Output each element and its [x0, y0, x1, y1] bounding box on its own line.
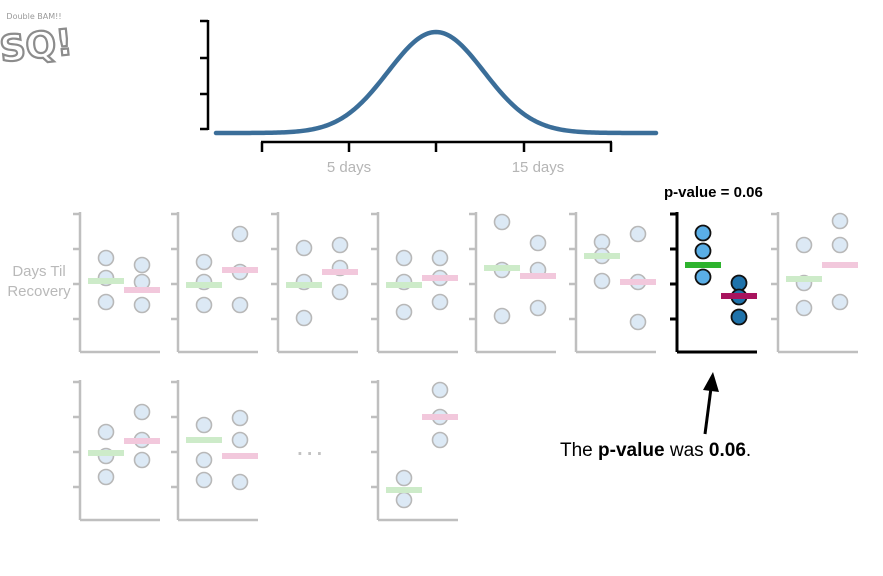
experiment-plot	[73, 380, 160, 522]
group2-data-point	[629, 225, 647, 243]
group2-data-point	[629, 313, 647, 331]
experiment-plot	[371, 212, 458, 354]
y-axis-label: Days Til Recovery	[0, 262, 78, 302]
p-value-caption: The p-value was 0.06.	[560, 440, 751, 462]
group2-data-point	[331, 283, 349, 301]
experiment-plot	[271, 212, 358, 354]
experiment-plot	[771, 212, 858, 354]
group1-data-point	[593, 272, 611, 290]
group2-data-point	[133, 451, 151, 469]
caption-middle: was	[664, 440, 709, 461]
group1-data-point	[195, 416, 213, 434]
group1-data-point	[493, 307, 511, 325]
group1-data-point	[395, 469, 413, 487]
group1-data-point	[694, 268, 712, 286]
logo-main-text: SQ!	[0, 22, 75, 70]
group1-data-point	[395, 249, 413, 267]
group1-data-point	[795, 236, 813, 254]
group2-data-point	[231, 296, 249, 314]
group2-data-point	[231, 431, 249, 449]
distribution-panel: 5 days 15 days	[200, 19, 659, 176]
experiment-plot	[469, 212, 556, 354]
group2-data-point	[431, 249, 449, 267]
group2-data-point	[529, 234, 547, 252]
group1-data-point	[295, 309, 313, 327]
group1-data-point	[195, 451, 213, 469]
experiment-plots	[73, 212, 858, 522]
group2-data-point	[730, 308, 748, 326]
group1-data-point	[395, 303, 413, 321]
group2-data-point	[133, 256, 151, 274]
caption-bold-value: 0.06	[708, 440, 746, 461]
arrow-head	[703, 372, 719, 392]
group2-data-point	[431, 293, 449, 311]
group2-data-point	[529, 299, 547, 317]
group2-data-point	[133, 403, 151, 421]
experiment-plot	[171, 380, 258, 522]
group2-data-point	[331, 236, 349, 254]
group1-data-point	[97, 249, 115, 267]
caption-bold-p-value: p-value	[598, 440, 665, 461]
group1-data-point	[694, 242, 712, 260]
group1-data-point	[694, 224, 712, 242]
y-axis-label-line2: Recovery	[7, 283, 71, 300]
group2-data-point	[730, 274, 748, 292]
group1-data-point	[97, 293, 115, 311]
group2-data-point	[133, 296, 151, 314]
p-value-title: p-value = 0.06	[664, 184, 763, 201]
group2-data-point	[831, 293, 849, 311]
group2-data-point	[231, 473, 249, 491]
y-axis-label-line1: Days Til	[12, 263, 66, 280]
normal-distribution-curve	[213, 29, 659, 136]
highlighted-experiment-plot	[670, 212, 757, 354]
x-tick-label-5-days: 5 days	[327, 159, 371, 176]
caption-suffix: .	[745, 440, 752, 461]
group1-data-point	[295, 239, 313, 257]
experiment-plot	[371, 380, 458, 522]
group2-data-point	[431, 381, 449, 399]
group1-data-point	[493, 213, 511, 231]
logo-top-text: Double BAM!!	[6, 12, 61, 21]
group1-data-point	[593, 233, 611, 251]
group2-data-point	[831, 236, 849, 254]
group1-data-point	[795, 299, 813, 317]
more-experiments-ellipsis: ...	[296, 430, 326, 461]
group1-data-point	[395, 491, 413, 509]
group1-data-point	[97, 423, 115, 441]
group1-data-point	[97, 468, 115, 486]
caption-prefix: The	[560, 440, 599, 461]
group2-data-point	[831, 212, 849, 230]
group1-data-point	[195, 253, 213, 271]
arrow-shaft	[703, 387, 713, 435]
group1-data-point	[195, 471, 213, 489]
experiment-plot	[73, 212, 160, 354]
group2-data-point	[231, 225, 249, 243]
experiment-plot	[569, 212, 656, 354]
group2-data-point	[231, 409, 249, 427]
pointer-arrow	[703, 372, 719, 435]
group1-data-point	[195, 296, 213, 314]
logo: Double BAM!! SQ!	[0, 12, 76, 72]
experiment-plot	[171, 212, 258, 354]
x-tick-label-15-days: 15 days	[512, 159, 565, 176]
group2-data-point	[431, 431, 449, 449]
